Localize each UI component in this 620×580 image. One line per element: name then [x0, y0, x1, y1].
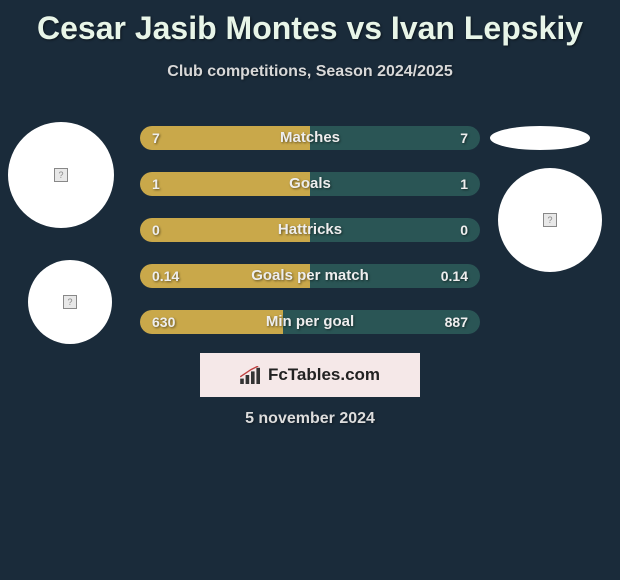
stat-value-right: 0.14	[441, 264, 468, 288]
subtitle: Club competitions, Season 2024/2025	[0, 63, 620, 81]
player-photo-left-1: ?	[8, 122, 114, 228]
stat-value-left: 0	[152, 218, 160, 242]
stat-label: Min per goal	[266, 310, 354, 334]
placeholder-icon: ?	[63, 295, 77, 309]
placeholder-icon: ?	[54, 168, 68, 182]
stat-label: Matches	[280, 126, 340, 150]
stat-value-left: 0.14	[152, 264, 179, 288]
bar-left-fill	[140, 172, 310, 196]
logo-text: FcTables.com	[268, 365, 380, 385]
stat-value-left: 630	[152, 310, 175, 334]
page-title: Cesar Jasib Montes vs Ivan Lepskiy	[0, 0, 620, 47]
bar-chart-icon	[240, 366, 262, 384]
stat-value-right: 7	[460, 126, 468, 150]
stat-label: Goals per match	[251, 264, 369, 288]
comparison-bars: 7 7 Matches 1 1 Goals 0 0 Hattricks 0.14 0.14 Goals…	[140, 126, 480, 356]
stat-value-left: 1	[152, 172, 160, 196]
stat-label: Hattricks	[278, 218, 342, 242]
logo-box: FcTables.com	[200, 353, 420, 397]
stat-value-right: 0	[460, 218, 468, 242]
stat-row: 0 0 Hattricks	[140, 218, 480, 242]
stat-row: 0.14 0.14 Goals per match	[140, 264, 480, 288]
stat-value-right: 887	[445, 310, 468, 334]
stat-row: 7 7 Matches	[140, 126, 480, 150]
stat-row: 1 1 Goals	[140, 172, 480, 196]
stat-label: Goals	[289, 172, 331, 196]
player-photo-left-2: ?	[28, 260, 112, 344]
bar-right-fill	[310, 172, 480, 196]
player-photo-right: ?	[498, 168, 602, 272]
decorative-ellipse	[490, 126, 590, 150]
stat-value-left: 7	[152, 126, 160, 150]
placeholder-icon: ?	[543, 213, 557, 227]
date-label: 5 november 2024	[0, 410, 620, 428]
stat-row: 630 887 Min per goal	[140, 310, 480, 334]
stat-value-right: 1	[460, 172, 468, 196]
